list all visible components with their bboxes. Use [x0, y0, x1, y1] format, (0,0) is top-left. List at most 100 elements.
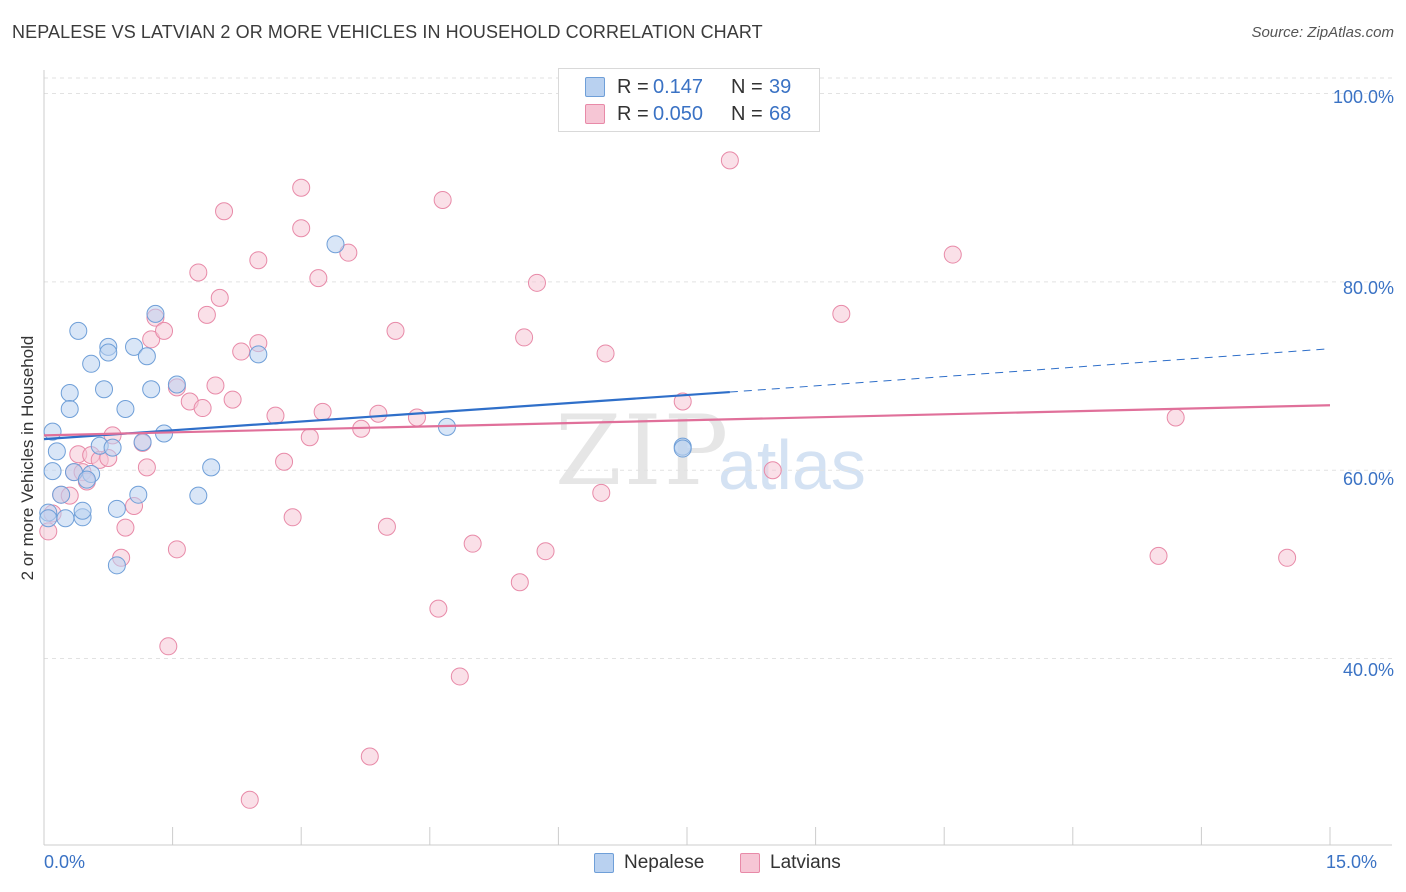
latvians-point	[369, 404, 388, 423]
legend-r-value: 0.147	[653, 75, 704, 98]
legend-latvians: Latvians	[740, 852, 841, 874]
nepalese-point	[202, 458, 221, 477]
nepalese-point	[673, 439, 692, 458]
legend-r-label: R =	[617, 75, 649, 98]
legend-n-label: N =	[731, 75, 763, 98]
latvians-point	[429, 599, 448, 618]
latvians-point	[360, 747, 379, 766]
latvians-point	[206, 376, 225, 395]
latvians-point	[240, 790, 259, 809]
legend-latvians-label: Latvians	[770, 852, 841, 873]
nepalese-point	[60, 383, 79, 402]
y-tick-80: 80.0%	[1342, 278, 1394, 298]
latvians-point	[223, 390, 242, 409]
legend-n-label: N =	[731, 102, 763, 125]
nepalese-point	[133, 432, 152, 451]
source-label: Source: ZipAtlas.com	[1251, 24, 1394, 41]
nepalese-point	[103, 438, 122, 457]
latvians-point	[832, 304, 851, 323]
nepalese-point	[129, 485, 148, 504]
legend-nepalese-label: Nepalese	[624, 852, 705, 873]
latvians-point	[763, 461, 782, 480]
legend-n-value: 39	[769, 75, 792, 98]
latvians-point	[433, 190, 452, 209]
nepalese-point	[326, 235, 345, 254]
y-axis-label: 2 or more Vehicles in Household	[18, 335, 37, 581]
watermark-zip: ZIP	[555, 395, 731, 507]
chart-title: NEPALESE VS LATVIAN 2 OR MORE VEHICLES I…	[12, 22, 763, 42]
nepalese-swatch	[594, 853, 614, 873]
nepalese-point	[77, 470, 96, 489]
legend-nepalese: Nepalese	[594, 852, 704, 874]
latvians-point	[1166, 408, 1185, 427]
nepalese-point	[73, 501, 92, 520]
latvians-point	[943, 245, 962, 264]
latvians-trend-line	[43, 404, 1331, 437]
latvians-point	[142, 330, 161, 349]
nepalese-point	[99, 343, 118, 362]
legend-r-label: R =	[617, 102, 649, 125]
nepalese-point	[39, 509, 58, 528]
legend-n-value: 68	[769, 102, 792, 125]
latvians-point	[386, 321, 405, 340]
latvians-point	[313, 402, 332, 421]
legend-row-latvians: R = 0.050 N = 68	[585, 102, 791, 126]
watermark-atlas: atlas	[718, 426, 866, 504]
x-tick-right: 15.0%	[1326, 852, 1378, 872]
latvians-swatch	[585, 104, 605, 124]
correlation-legend: R = 0.147 N = 39 R = 0.050 N = 68	[558, 68, 820, 132]
latvians-point	[592, 483, 611, 502]
nepalese-point	[249, 345, 268, 364]
nepalese-point	[95, 380, 114, 399]
latvians-point	[1278, 548, 1297, 567]
nepalese-point	[125, 337, 144, 356]
nepalese-point	[52, 485, 71, 504]
latvians-point	[536, 542, 555, 561]
nepalese-point	[69, 321, 88, 340]
legend-row-nepalese: R = 0.147 N = 39	[585, 75, 791, 99]
latvians-point	[527, 273, 546, 292]
latvians-point	[596, 344, 615, 363]
latvians-point	[292, 178, 311, 197]
latvians-point	[116, 518, 135, 537]
latvians-point	[1149, 546, 1168, 565]
nepalese-point	[60, 400, 79, 419]
latvians-point	[197, 305, 216, 324]
nepalese-point	[167, 375, 186, 394]
nepalese-point	[189, 486, 208, 505]
latvians-point	[292, 219, 311, 238]
latvians-point	[249, 251, 268, 270]
latvians-point	[189, 263, 208, 282]
nepalese-point	[82, 354, 101, 373]
latvians-point	[720, 151, 739, 170]
y-tick-60: 60.0%	[1342, 469, 1394, 489]
latvians-point	[232, 342, 251, 361]
latvians-point	[155, 321, 174, 340]
y-tick-100: 100.0%	[1332, 87, 1394, 107]
nepalese-point	[43, 462, 62, 481]
nepalese-point	[146, 304, 165, 323]
latvians-point	[193, 399, 212, 418]
latvians-point	[159, 637, 178, 656]
latvians-point	[510, 573, 529, 592]
latvians-point	[309, 269, 328, 288]
latvians-point	[515, 328, 534, 347]
legend-r-value: 0.050	[653, 102, 704, 125]
nepalese-swatch	[585, 77, 605, 97]
y-tick-40: 40.0%	[1342, 660, 1394, 680]
x-tick-left: 0.0%	[44, 852, 86, 872]
latvians-point	[266, 406, 285, 425]
latvians-swatch	[740, 853, 760, 873]
latvians-point	[407, 408, 426, 427]
nepalese-point	[137, 347, 156, 366]
latvians-point	[167, 540, 186, 559]
nepalese-point	[56, 509, 75, 528]
latvians-point	[463, 534, 482, 553]
nepalese-trend-line	[43, 390, 730, 441]
latvians-point	[673, 392, 692, 411]
nepalese-point	[116, 400, 135, 419]
latvians-point	[215, 202, 234, 221]
latvians-point	[377, 517, 396, 536]
latvians-point	[450, 667, 469, 686]
